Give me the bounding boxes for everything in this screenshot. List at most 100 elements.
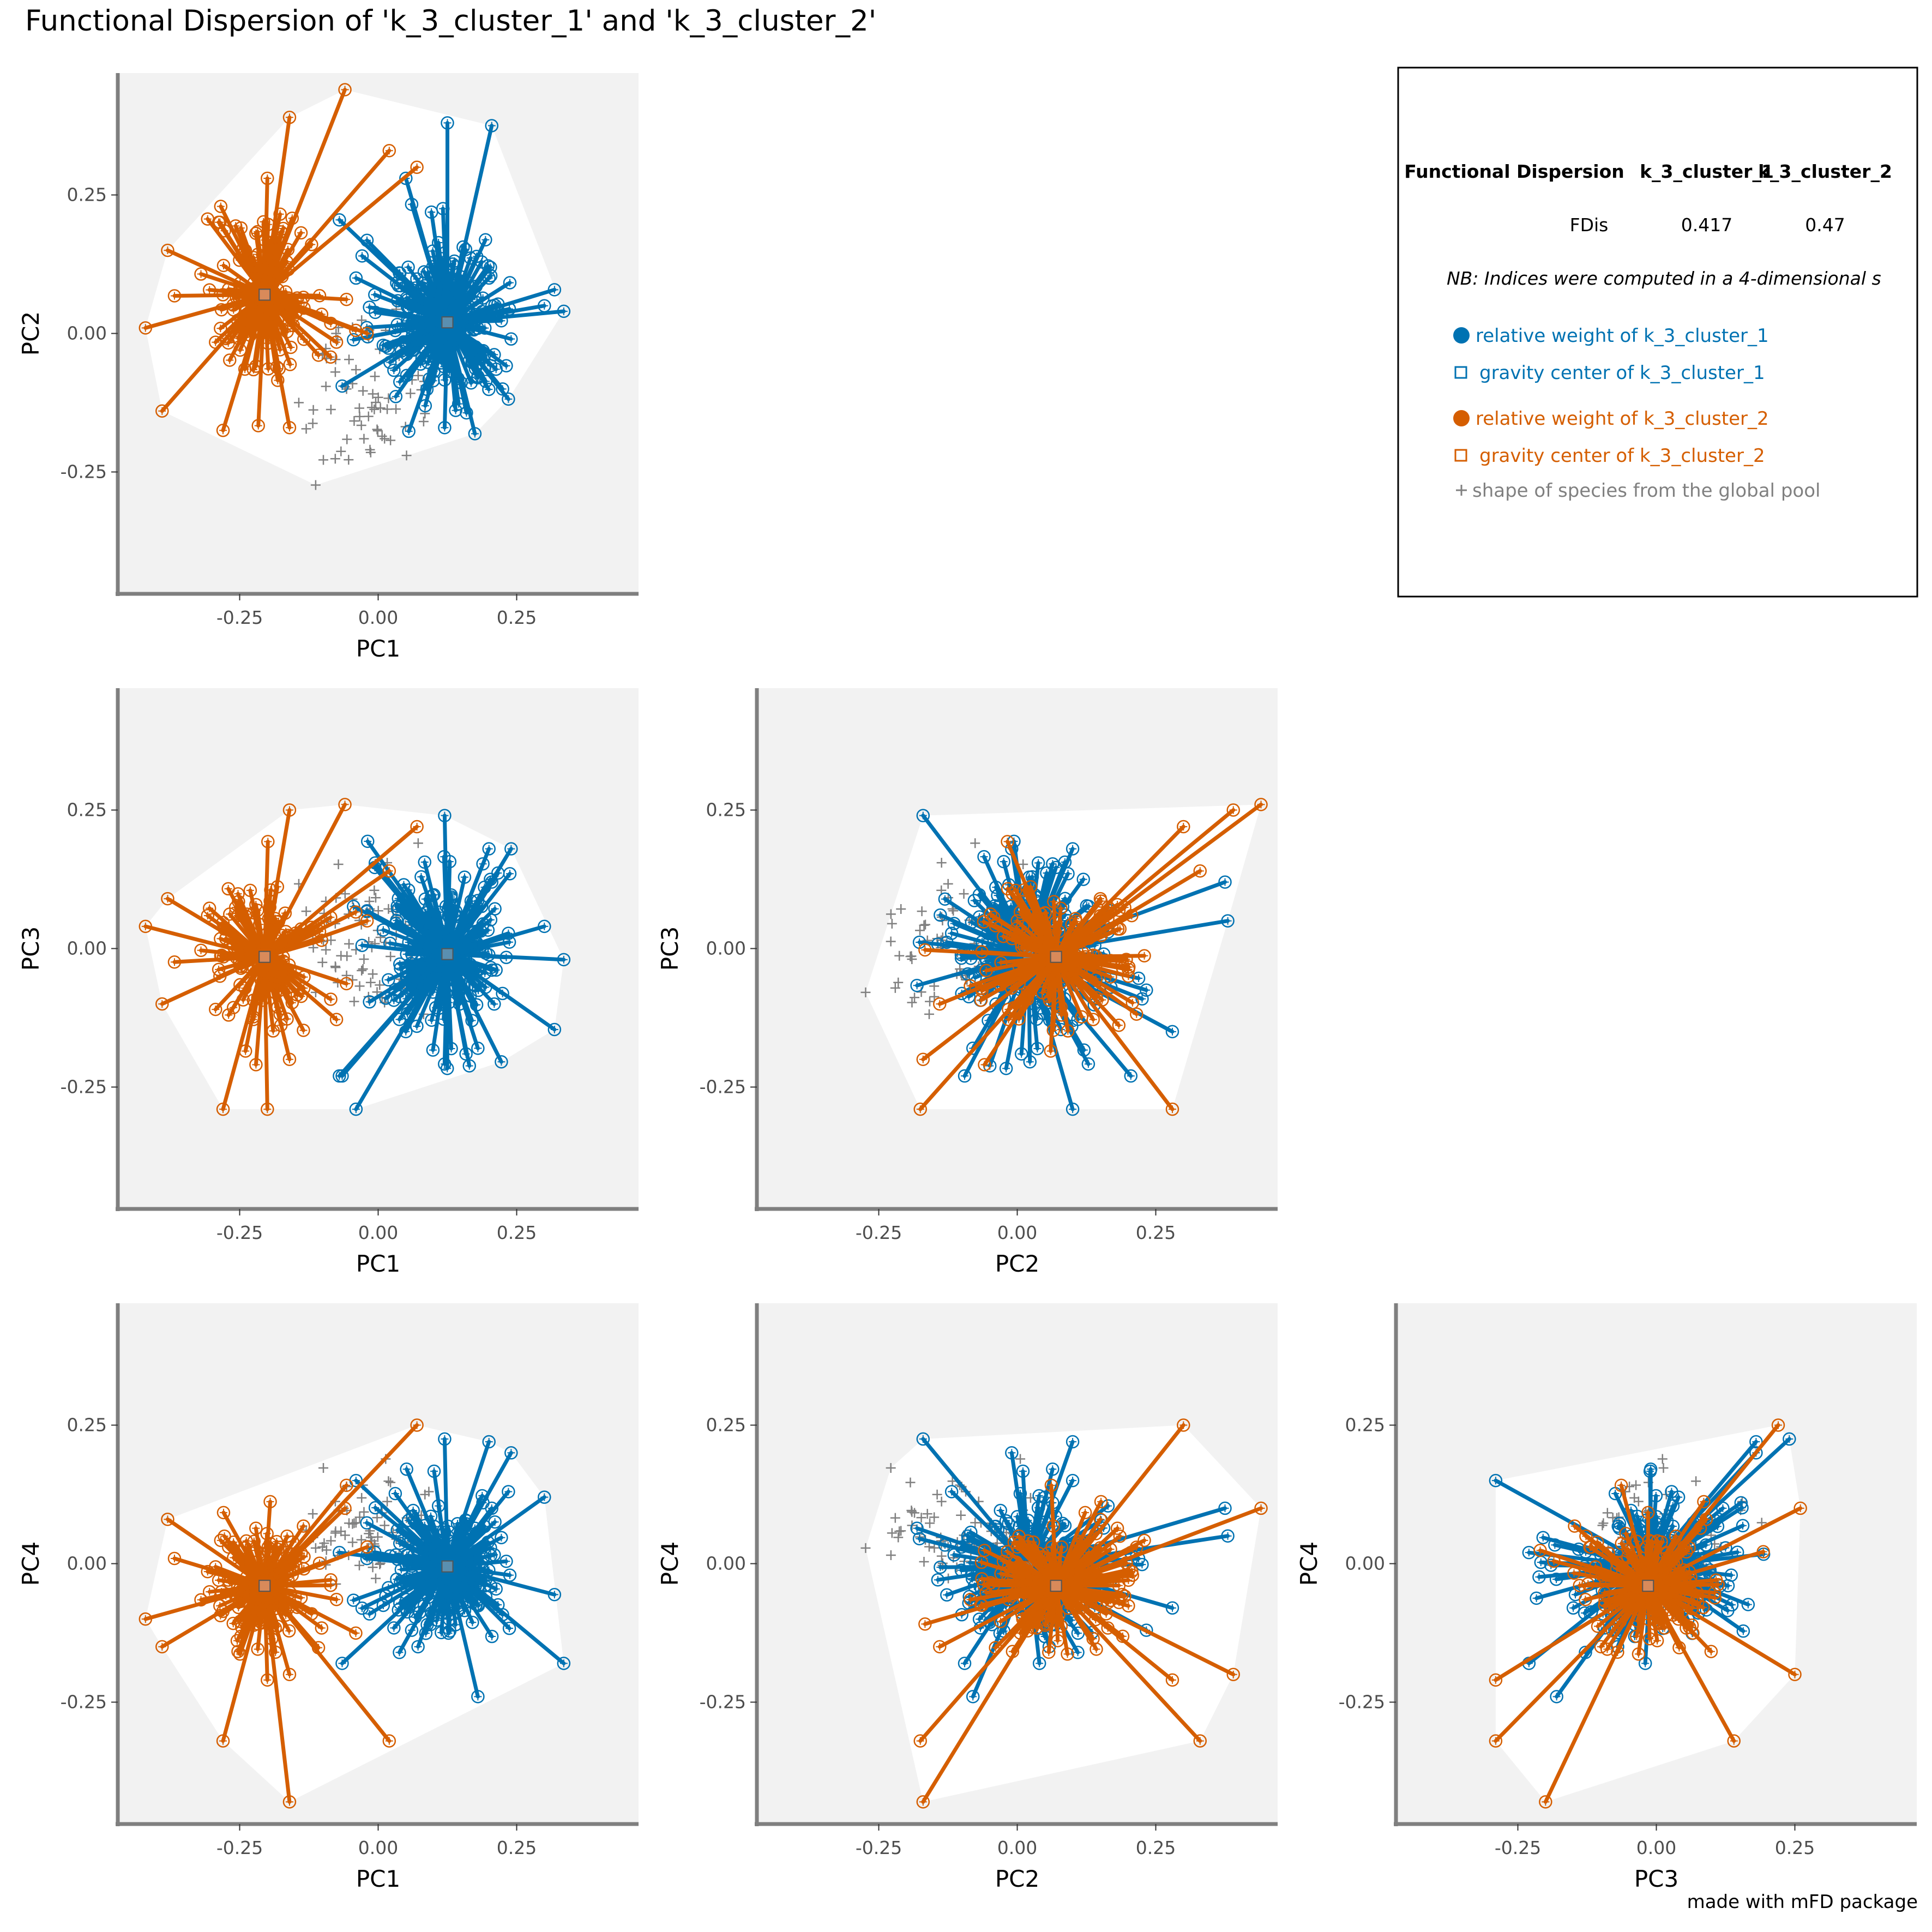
pool-point	[413, 370, 423, 381]
species-cross	[371, 291, 379, 299]
y-axis-label: PC3	[17, 926, 44, 971]
species-point	[167, 289, 182, 303]
species-point	[440, 338, 454, 352]
pool-point	[344, 938, 354, 949]
species-cross	[317, 310, 326, 318]
gravity-center	[258, 950, 271, 963]
species-cross	[256, 275, 264, 283]
species-cross	[206, 286, 214, 294]
species-point	[547, 283, 562, 297]
pool-point	[369, 404, 380, 414]
species-cross	[482, 236, 490, 244]
species-point	[274, 225, 288, 239]
species-point	[454, 376, 468, 390]
species-cross	[274, 376, 282, 384]
species-point	[460, 338, 474, 352]
species-point	[420, 382, 434, 396]
pool-point	[318, 455, 329, 465]
species-cross	[264, 365, 272, 373]
x-tick-label: 0.00	[997, 1222, 1037, 1243]
species-point	[347, 333, 360, 347]
species-point	[239, 316, 253, 330]
species-cross	[170, 292, 178, 300]
species-cross	[358, 252, 366, 260]
species-point	[216, 258, 231, 273]
species-cross	[413, 340, 421, 348]
y-tick-label: 0.00	[67, 938, 107, 959]
species-cross	[203, 215, 212, 223]
x-tick-label: 0.00	[358, 607, 398, 628]
species-point	[201, 212, 215, 226]
series-cluster_1	[333, 809, 571, 1116]
species-point	[402, 424, 416, 438]
species-point	[391, 294, 405, 308]
species-point	[214, 200, 228, 213]
species-cross	[255, 326, 263, 334]
species-cross	[497, 317, 505, 325]
species-point	[379, 339, 393, 353]
species-cross	[285, 319, 293, 327]
pool-point	[373, 906, 383, 916]
species-cross	[272, 298, 280, 306]
species-point	[415, 351, 429, 365]
y-tick-label: 0.25	[67, 799, 107, 821]
species-cross	[485, 386, 493, 394]
pool-point	[418, 417, 429, 427]
species-point	[382, 143, 396, 158]
species-cross	[252, 229, 260, 237]
pool-point	[370, 893, 381, 903]
species-cross	[234, 293, 243, 301]
species-point	[335, 379, 349, 393]
species-cross	[350, 335, 358, 344]
page-title: Functional Dispersion of 'k_3_cluster_1'…	[25, 4, 877, 38]
species-point	[388, 323, 402, 338]
species-point	[504, 332, 518, 346]
species-point	[248, 300, 262, 314]
species-point	[441, 116, 454, 130]
species-point	[418, 399, 432, 413]
species-point	[496, 382, 509, 396]
species-cross	[454, 338, 462, 346]
species-point	[420, 266, 435, 280]
species-point	[233, 253, 246, 267]
x-tick-label: -0.25	[216, 1837, 263, 1858]
y-tick-label: -0.25	[700, 1076, 746, 1097]
species-point	[446, 257, 460, 271]
species-point	[222, 353, 237, 367]
species-cross	[285, 113, 293, 122]
pool-point	[370, 371, 380, 382]
species-cross	[487, 122, 496, 130]
species-point	[272, 362, 286, 376]
pool-point	[382, 404, 393, 414]
species-cross	[341, 86, 349, 94]
species-point	[236, 242, 250, 255]
species-point	[280, 325, 294, 339]
species-cross	[421, 402, 429, 410]
species-point	[404, 321, 418, 335]
species-cross	[413, 275, 421, 283]
species-point	[467, 315, 480, 329]
pool-point	[365, 977, 376, 988]
species-cross	[474, 352, 482, 360]
species-cross	[385, 147, 393, 155]
species-point	[261, 336, 275, 350]
species-cross	[505, 305, 514, 313]
pool-point	[383, 393, 394, 404]
pool-point	[330, 454, 340, 464]
species-cross	[466, 254, 474, 262]
species-cross	[394, 281, 402, 290]
species-point	[282, 111, 297, 124]
species-point	[485, 119, 499, 133]
species-point	[459, 243, 473, 256]
species-point	[240, 303, 254, 316]
species-cross	[158, 407, 166, 415]
species-point	[467, 322, 482, 336]
pool-point	[401, 450, 412, 461]
pool-point	[368, 389, 378, 399]
species-point	[481, 259, 495, 273]
pool-point	[354, 981, 365, 991]
pool-point	[321, 381, 331, 392]
dispersion-segment	[410, 202, 449, 324]
species-cross	[216, 324, 225, 333]
species-cross	[504, 395, 513, 403]
